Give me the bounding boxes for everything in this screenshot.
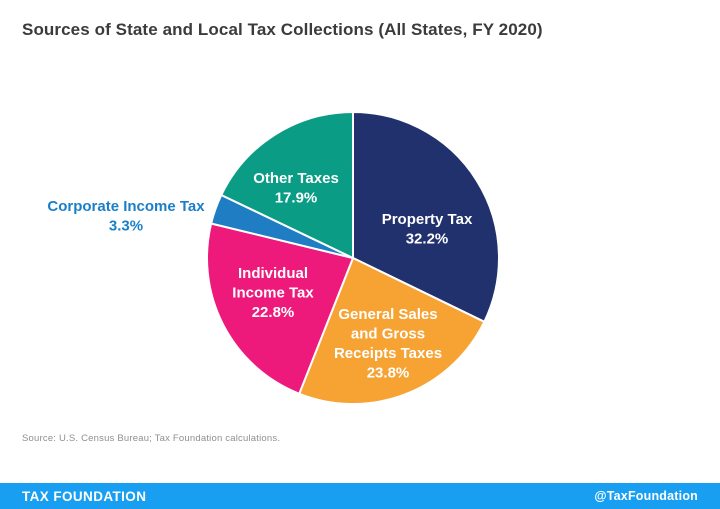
source-note: Source: U.S. Census Bureau; Tax Foundati… — [22, 433, 281, 444]
brand-wordmark: TAX FOUNDATION — [22, 488, 147, 504]
twitter-handle: @TaxFoundation — [594, 489, 698, 503]
pie-label-general-sales-and-gross-receipts-taxes: General Sales and Gross Receipts Taxes 23.8… — [334, 306, 442, 382]
chart-title: Sources of State and Local Tax Collectio… — [22, 20, 543, 39]
pie-label-property-tax: Property Tax 32.2% — [382, 211, 473, 248]
pie-outside-label-corporate-income-tax: Corporate Income Tax 3.3% — [47, 198, 205, 235]
pie-slice-other-taxes — [220, 111, 354, 259]
footer-bar: TAX FOUNDATION @TaxFoundation — [0, 483, 720, 509]
pie-label-individual-income-tax: Individual Income Tax 22.8% — [232, 265, 314, 321]
pie-slice-individual-income-tax — [206, 222, 354, 395]
pie-chart: Property Tax 32.2% General Sales and Gross R… — [47, 111, 500, 405]
pie-slice-property-tax — [352, 111, 500, 323]
pie-slice-general-sales-and-gross-receipts-taxes — [298, 257, 486, 405]
pie-label-other-taxes: Other Taxes 17.9% — [253, 170, 339, 207]
